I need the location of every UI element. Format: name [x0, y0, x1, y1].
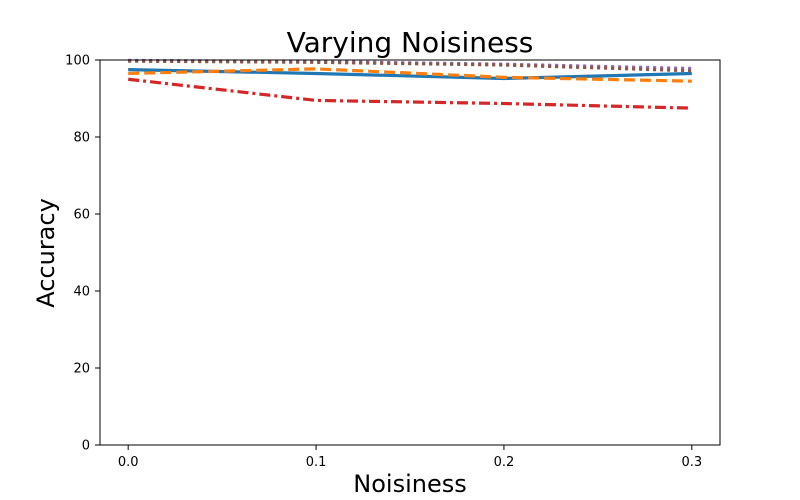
- series-line-4: [128, 77, 692, 110]
- x-tick-label: 0.3: [681, 455, 702, 470]
- y-tick-label: 20: [73, 362, 90, 377]
- x-tick-label: 0.1: [306, 455, 327, 470]
- y-axis-label: Accuracy: [32, 198, 60, 308]
- chart-title: Varying Noisiness: [287, 26, 534, 59]
- series-line-6: [128, 59, 692, 73]
- x-tick-label: 0.0: [118, 455, 139, 470]
- series-line-1: [128, 68, 692, 81]
- y-tick-label: 0: [82, 439, 90, 454]
- y-tick-label: 100: [65, 54, 90, 69]
- y-axis-ticks: 0 20 40 60 80 100: [65, 54, 100, 454]
- y-tick-label: 80: [73, 131, 90, 146]
- x-axis-ticks: 0.0 0.1 0.2 0.3: [118, 445, 702, 470]
- x-axis-label: Noisiness: [353, 470, 466, 498]
- series-lines: [128, 58, 692, 110]
- y-tick-label: 40: [73, 285, 90, 300]
- x-tick-label: 0.2: [494, 455, 515, 470]
- plot-frame: [99, 59, 721, 446]
- series-line-2: [128, 67, 692, 83]
- y-tick-label: 60: [73, 208, 90, 223]
